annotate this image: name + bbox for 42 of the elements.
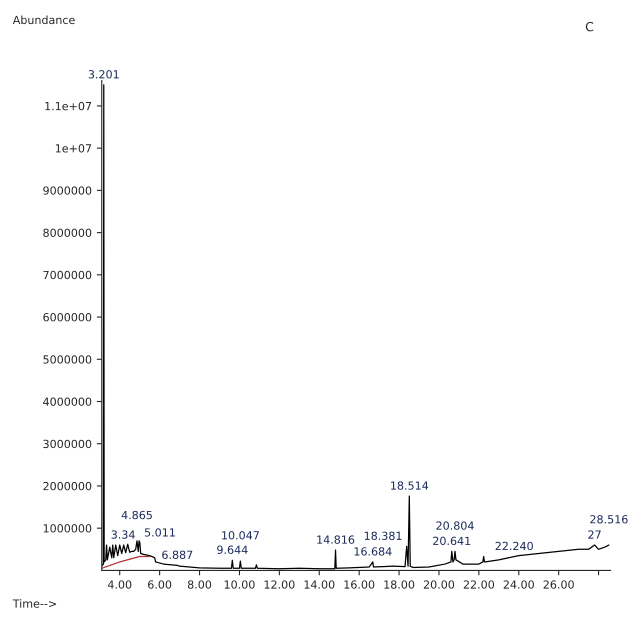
annotation: 27 bbox=[588, 530, 601, 539]
annotation: 9.644 bbox=[217, 546, 248, 554]
x-tick-label: 16.00 bbox=[344, 580, 374, 589]
x-tick-label: 8.00 bbox=[188, 580, 212, 589]
y-tick-label: 1e+07 bbox=[56, 144, 92, 153]
annotation: 5.011 bbox=[144, 528, 175, 537]
x-tick-label: 12.00 bbox=[264, 580, 295, 589]
annotation: 20.641 bbox=[433, 536, 470, 546]
y-tick-label: 2000000 bbox=[43, 482, 92, 490]
annotation: 3.201 bbox=[88, 70, 119, 79]
annotation: 14.816 bbox=[317, 535, 354, 544]
y-tick-label: 3000000 bbox=[43, 440, 92, 448]
y-tick-label: 5000000 bbox=[43, 355, 92, 364]
x-tick-label: 6.00 bbox=[148, 580, 172, 589]
x-tick-label: 14.00 bbox=[304, 580, 334, 589]
x-tick-label: 4.00 bbox=[108, 580, 132, 589]
annotation: 20.804 bbox=[436, 521, 474, 530]
x-tick-label: 10.00 bbox=[224, 580, 255, 589]
y-tick-label: 1000000 bbox=[44, 524, 92, 533]
annotation: 28.516 bbox=[590, 515, 628, 524]
x-tick-label: 22.00 bbox=[464, 580, 494, 589]
annotation: 6.887 bbox=[162, 550, 192, 560]
chart-title: C bbox=[586, 22, 594, 32]
x-tick-label: 20.00 bbox=[424, 580, 454, 589]
x-axis-title: Time--> bbox=[12, 599, 56, 608]
x-tick-label: 24.00 bbox=[504, 580, 534, 589]
text: Abundance bbox=[12, 16, 75, 24]
annotation: 16.684 bbox=[354, 547, 392, 556]
y-tick-label: 7000000 bbox=[43, 270, 92, 280]
annotation: 10.047 bbox=[222, 531, 259, 540]
y-tick-label: 8000000 bbox=[43, 228, 92, 237]
annotation: 18.514 bbox=[391, 481, 428, 490]
annotation: 4.865 bbox=[122, 510, 152, 520]
annotation: 22.240 bbox=[496, 542, 533, 550]
x-tick-label: 18.00 bbox=[384, 580, 414, 589]
y-tick-label: 4000000 bbox=[43, 397, 92, 406]
y-tick-label: 6000000 bbox=[43, 313, 92, 322]
annotation: 3.34 bbox=[112, 530, 135, 539]
x-tick-label: 26.00 bbox=[544, 580, 574, 589]
y-tick-label: 9000000 bbox=[43, 186, 92, 195]
y-tick-label: 1.1e+07 bbox=[45, 102, 92, 110]
annotation: 18.381 bbox=[364, 532, 402, 540]
